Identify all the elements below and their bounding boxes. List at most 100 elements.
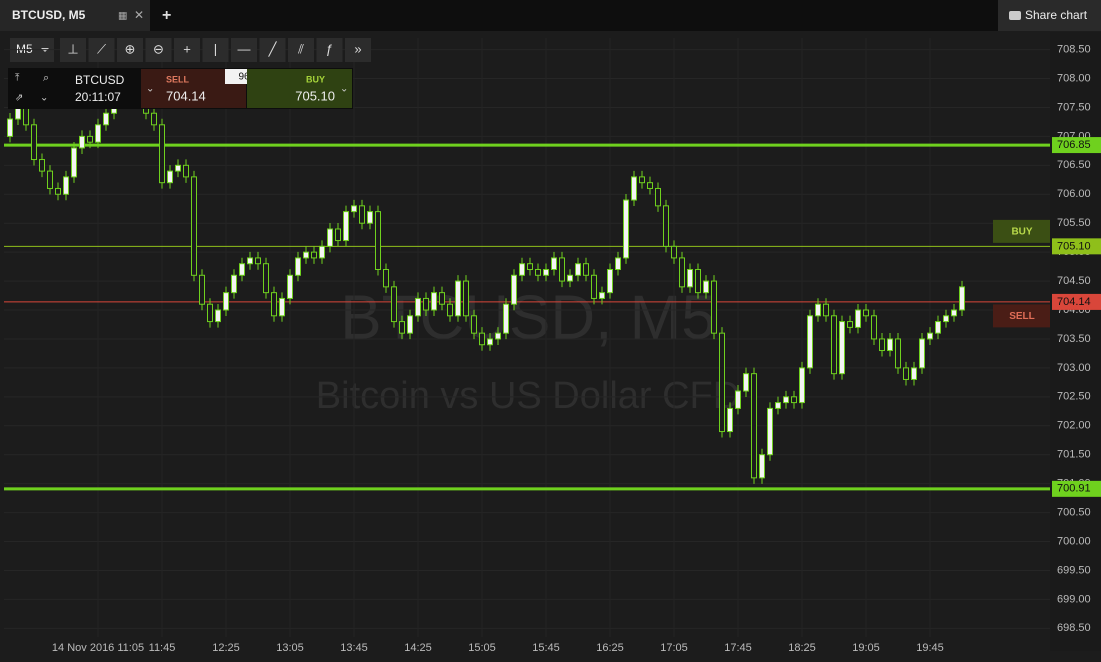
x-tick-label: 15:05: [468, 642, 496, 654]
level-tag: [1052, 293, 1101, 310]
candle-body: [495, 332, 501, 340]
candle-body: [567, 274, 573, 282]
y-tick-label: 703.00: [1057, 362, 1091, 374]
candle-body: [23, 106, 29, 126]
price-axis: [1050, 32, 1101, 651]
tool-button[interactable]: [174, 38, 200, 62]
tool-button[interactable]: [231, 38, 257, 62]
x-tick-label: 15:45: [532, 642, 560, 654]
level-tag: [1052, 480, 1101, 497]
candle-body: [455, 280, 461, 317]
candle-body: [383, 268, 389, 288]
candle-body: [303, 251, 309, 259]
candle-body: [791, 396, 797, 404]
candle-body: [279, 297, 285, 317]
sell-arrow: ⌄: [146, 84, 154, 95]
tool-icon: ⫽: [297, 41, 304, 56]
y-tick-label: 701.50: [1057, 449, 1091, 461]
candle-body: [895, 338, 901, 369]
expand-icon[interactable]: ⌄: [40, 93, 48, 104]
candle-body: [175, 164, 181, 172]
candle-body: [887, 338, 893, 352]
clock: 20:11:07: [75, 90, 121, 104]
x-tick-label: 13:45: [340, 642, 368, 654]
tool-icon: |: [214, 41, 217, 56]
add-tab[interactable]: +: [162, 7, 171, 24]
buy-button[interactable]: [247, 69, 352, 108]
candle-body: [375, 211, 381, 270]
popout-icon[interactable]: ⇗: [15, 93, 23, 104]
pin-icon[interactable]: ⤒: [15, 73, 20, 84]
candle-body: [95, 124, 101, 143]
candle-body: [47, 170, 53, 189]
tab[interactable]: [0, 0, 150, 31]
tool-button[interactable]: [117, 38, 143, 62]
candle-body: [727, 407, 733, 433]
tool-button[interactable]: [145, 38, 172, 62]
candle-body: [415, 297, 421, 317]
candle-body: [759, 454, 765, 479]
candle-body: [407, 315, 413, 334]
tab-icon[interactable]: ▦: [118, 11, 127, 22]
candle-body: [935, 321, 941, 334]
candle-body: [367, 211, 373, 224]
candle-body: [775, 402, 781, 409]
candle-body: [471, 315, 477, 334]
candle-body: [207, 303, 213, 323]
tool-button[interactable]: [202, 38, 229, 62]
tool-button[interactable]: [288, 38, 314, 62]
candle-body: [879, 338, 885, 352]
tool-button[interactable]: [345, 38, 371, 62]
candle-body: [703, 280, 709, 294]
tab-bar: [0, 0, 1101, 31]
candle-body: [815, 303, 821, 317]
candle-body: [591, 274, 597, 299]
candle-body: [663, 205, 669, 247]
candle-body: [231, 274, 237, 294]
candle-body: [7, 118, 13, 137]
candle-body: [943, 315, 949, 323]
candle-body: [911, 367, 917, 380]
camera-icon: [1009, 11, 1021, 20]
y-tick-label: 702.50: [1057, 391, 1091, 403]
tool-button[interactable]: [60, 38, 86, 62]
search-icon[interactable]: ⌕: [43, 72, 49, 84]
tool-icon: ╱: [268, 40, 278, 57]
tab-close[interactable]: ✕: [134, 8, 144, 22]
candle-body: [751, 373, 757, 479]
candle-body: [39, 159, 45, 172]
buy-tag-box: [993, 219, 1050, 243]
candle-body: [255, 257, 261, 265]
candle-body: [695, 268, 701, 294]
candle-body: [823, 303, 829, 317]
candle-body: [607, 268, 613, 294]
candle-body: [71, 147, 77, 178]
tool-icon: ⟋: [97, 41, 107, 56]
candle-body: [167, 170, 173, 184]
candle-body: [655, 187, 661, 207]
candle-body: [647, 182, 653, 189]
y-tick-label: 700.00: [1057, 535, 1091, 547]
candle-body: [831, 315, 837, 375]
candle-body: [711, 280, 717, 334]
candle-body: [671, 245, 677, 259]
candle-body: [447, 303, 453, 317]
candle-body: [847, 321, 853, 328]
x-tick-label: 19:05: [852, 642, 880, 654]
candle-body: [639, 176, 645, 184]
x-tick-label: 11:45: [149, 642, 176, 654]
candle-body: [583, 263, 589, 276]
candle-body: [767, 407, 773, 456]
sell-label: SELL: [166, 74, 190, 84]
candle-body: [799, 367, 805, 404]
tool-button[interactable]: [316, 38, 343, 62]
candle-body: [855, 309, 861, 328]
candle-body: [351, 205, 357, 213]
candle-body: [511, 274, 517, 305]
tool-button[interactable]: [259, 38, 286, 62]
candle-body: [183, 164, 189, 178]
candle-body: [79, 135, 85, 149]
tool-button[interactable]: [88, 38, 115, 62]
